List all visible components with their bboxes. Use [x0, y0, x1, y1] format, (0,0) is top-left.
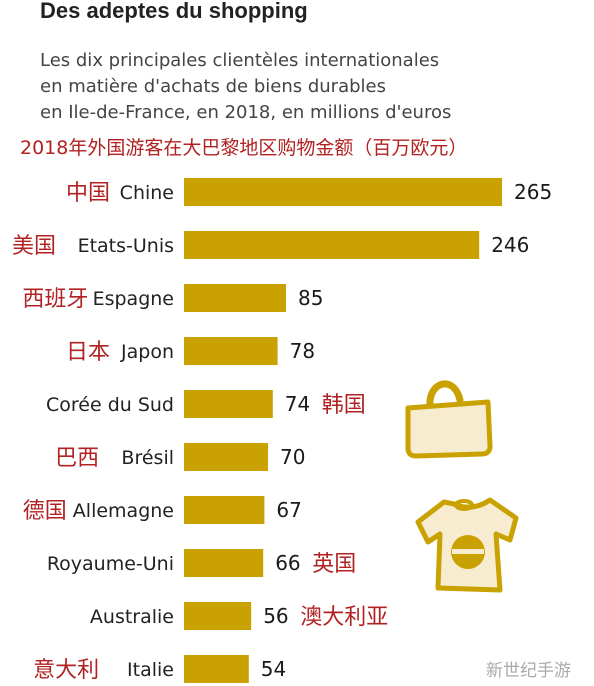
category-label-cn: 澳大利亚 [300, 605, 388, 630]
bar [184, 496, 265, 524]
bar-value-label: 74 [285, 392, 310, 416]
category-label-cn: 日本 [66, 340, 110, 365]
chinese-title: 2018年外国游客在大巴黎地区购物金额（百万欧元） [20, 137, 467, 159]
category-label: Etats-Unis [78, 235, 174, 257]
bar-value-label: 78 [290, 339, 315, 363]
category-label-cn: 意大利 [33, 658, 99, 683]
chart-subtitle-line-1: Les dix principales clientèles internati… [40, 50, 439, 71]
bar-value-label: 66 [275, 551, 300, 575]
category-label-cn: 巴西 [55, 446, 99, 471]
category-label: Chine [120, 182, 174, 204]
category-label: Italie [127, 659, 174, 681]
category-label-cn: 德国 [23, 499, 67, 524]
chart-subtitle-line-3: en Ile-de-France, en 2018, en millions d… [40, 102, 451, 123]
category-label-cn: 韩国 [322, 393, 366, 418]
bar-value-label: 70 [280, 445, 305, 469]
bar [184, 178, 502, 206]
bar [184, 602, 252, 630]
category-label: Espagne [93, 288, 174, 310]
category-label: Corée du Sud [46, 394, 174, 416]
shopping-bag-icon [405, 380, 493, 459]
bar [184, 390, 273, 418]
bar [184, 337, 278, 365]
category-label: Australie [90, 606, 174, 628]
bar-value-label: 246 [491, 233, 529, 257]
bar [184, 231, 480, 259]
t-shirt-icon [415, 497, 519, 593]
bar-value-label: 56 [263, 604, 288, 628]
category-label-cn: 美国 [12, 234, 56, 259]
bar-value-label: 54 [261, 657, 286, 681]
bar [184, 549, 264, 577]
bar [184, 284, 286, 312]
category-label-cn: 中国 [66, 181, 110, 206]
chart-subtitle-line-2: en matière d'achats de biens durables [40, 76, 386, 97]
bar [184, 443, 268, 471]
chart-title: Des adeptes du shopping [40, 0, 308, 23]
bar-value-label: 67 [276, 498, 301, 522]
category-label-cn: 西班牙 [22, 287, 88, 312]
bar-value-label: 265 [514, 180, 552, 204]
watermark: 新世纪手游 [486, 661, 571, 681]
bar-value-label: 85 [298, 286, 323, 310]
category-label: Allemagne [73, 500, 174, 522]
category-label: Japon [120, 341, 174, 363]
category-label-cn: 英国 [312, 552, 356, 577]
bar [184, 655, 249, 683]
category-label: Brésil [121, 447, 174, 469]
category-label: Royaume-Uni [47, 553, 174, 575]
